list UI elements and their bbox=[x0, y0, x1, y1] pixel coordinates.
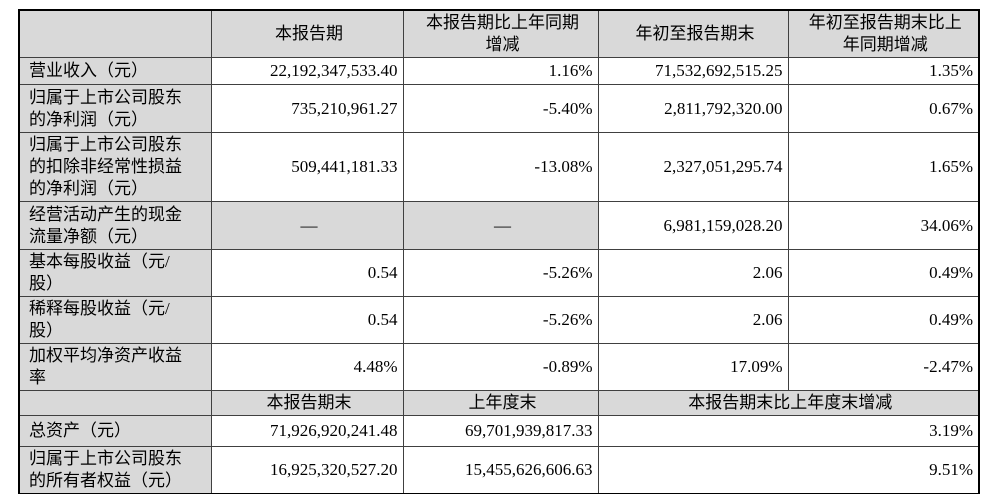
cell-net-profit-excl-current-yoy: -13.08% bbox=[402, 132, 599, 202]
col-header-period-end: 本报告期末 bbox=[210, 390, 404, 416]
cell-diluted-eps-ytd: 2.06 bbox=[597, 296, 789, 344]
row-label-net-profit-excl-nonrecurring: 归属于上市公司股东 的扣除非经常性损益 的净利润（元） bbox=[18, 132, 212, 202]
corner-cell bbox=[18, 9, 212, 58]
table-row-total-assets: 总资产（元） 71,926,920,241.48 69,701,939,817.… bbox=[18, 415, 980, 447]
header-row-period-end: 本报告期末 上年度末 本报告期末比上年度末增减 bbox=[18, 390, 980, 416]
cell-net-profit-excl-ytd: 2,327,051,295.74 bbox=[597, 132, 789, 202]
cell-operating-cash-flow-current: — bbox=[210, 201, 404, 250]
table-row-revenue: 营业收入（元） 22,192,347,533.40 1.16% 71,532,6… bbox=[18, 57, 980, 85]
cell-total-assets-change: 3.19% bbox=[597, 415, 980, 447]
col-header-current-period-yoy-change: 本报告期比上年同期 增减 bbox=[402, 9, 599, 58]
cell-revenue-ytd-yoy: 1.35% bbox=[787, 57, 980, 85]
col-header-current-period: 本报告期 bbox=[210, 9, 404, 58]
cell-net-profit-excl-ytd-yoy: 1.65% bbox=[787, 132, 980, 202]
cell-diluted-eps-ytd-yoy: 0.49% bbox=[787, 296, 980, 344]
cell-diluted-eps-current-yoy: -5.26% bbox=[402, 296, 599, 344]
col-header-ytd: 年初至报告期末 bbox=[597, 9, 789, 58]
cell-revenue-current: 22,192,347,533.40 bbox=[210, 57, 404, 85]
table-row-shareholders-equity: 归属于上市公司股东 的所有者权益（元） 16,925,320,527.20 15… bbox=[18, 446, 980, 494]
row-label-shareholders-equity: 归属于上市公司股东 的所有者权益（元） bbox=[18, 446, 212, 494]
cell-weighted-avg-roe-current-yoy: -0.89% bbox=[402, 343, 599, 391]
cell-net-profit-ytd-yoy: 0.67% bbox=[787, 84, 980, 133]
cell-net-profit-current-yoy: -5.40% bbox=[402, 84, 599, 133]
table-row-weighted-avg-roe: 加权平均净资产收益 率 4.48% -0.89% 17.09% -2.47% bbox=[18, 343, 980, 391]
cell-net-profit-ytd: 2,811,792,320.00 bbox=[597, 84, 789, 133]
row-label-weighted-avg-roe: 加权平均净资产收益 率 bbox=[18, 343, 212, 391]
cell-shareholders-equity-change: 9.51% bbox=[597, 446, 980, 494]
cell-operating-cash-flow-ytd-yoy: 34.06% bbox=[787, 201, 980, 250]
row-label-operating-cash-flow: 经营活动产生的现金 流量净额（元） bbox=[18, 201, 212, 250]
cell-total-assets-period-end: 71,926,920,241.48 bbox=[210, 415, 404, 447]
cell-weighted-avg-roe-ytd: 17.09% bbox=[597, 343, 789, 391]
cell-operating-cash-flow-current-yoy: — bbox=[402, 201, 599, 250]
cell-operating-cash-flow-ytd: 6,981,159,028.20 bbox=[597, 201, 789, 250]
cell-basic-eps-current-yoy: -5.26% bbox=[402, 249, 599, 297]
cell-basic-eps-ytd: 2.06 bbox=[597, 249, 789, 297]
cell-shareholders-equity-prior-year-end: 15,455,626,606.63 bbox=[402, 446, 599, 494]
table-row-net-profit-excl-nonrecurring: 归属于上市公司股东 的扣除非经常性损益 的净利润（元） 509,441,181.… bbox=[18, 132, 980, 202]
row-label-net-profit: 归属于上市公司股东 的净利润（元） bbox=[18, 84, 212, 133]
cell-weighted-avg-roe-current: 4.48% bbox=[210, 343, 404, 391]
cell-diluted-eps-current: 0.54 bbox=[210, 296, 404, 344]
cell-shareholders-equity-period-end: 16,925,320,527.20 bbox=[210, 446, 404, 494]
cell-weighted-avg-roe-ytd-yoy: -2.47% bbox=[787, 343, 980, 391]
cell-revenue-ytd: 71,532,692,515.25 bbox=[597, 57, 789, 85]
corner-cell-2 bbox=[18, 390, 212, 416]
table-row-operating-cash-flow: 经营活动产生的现金 流量净额（元） — — 6,981,159,028.20 3… bbox=[18, 201, 980, 250]
cell-net-profit-current: 735,210,961.27 bbox=[210, 84, 404, 133]
header-row-period: 本报告期 本报告期比上年同期 增减 年初至报告期末 年初至报告期末比上 年同期增… bbox=[18, 9, 980, 58]
row-label-diluted-eps: 稀释每股收益（元/ 股） bbox=[18, 296, 212, 344]
row-label-basic-eps: 基本每股收益（元/ 股） bbox=[18, 249, 212, 297]
row-label-revenue: 营业收入（元） bbox=[18, 57, 212, 85]
cell-basic-eps-ytd-yoy: 0.49% bbox=[787, 249, 980, 297]
cell-total-assets-prior-year-end: 69,701,939,817.33 bbox=[402, 415, 599, 447]
table-row-basic-eps: 基本每股收益（元/ 股） 0.54 -5.26% 2.06 0.49% bbox=[18, 249, 980, 297]
col-header-period-end-change: 本报告期末比上年度末增减 bbox=[597, 390, 980, 416]
cell-basic-eps-current: 0.54 bbox=[210, 249, 404, 297]
row-label-total-assets: 总资产（元） bbox=[18, 415, 212, 447]
table-row-net-profit: 归属于上市公司股东 的净利润（元） 735,210,961.27 -5.40% … bbox=[18, 84, 980, 133]
col-header-ytd-yoy-change: 年初至报告期末比上 年同期增减 bbox=[787, 9, 980, 58]
key-financials-table: 本报告期 本报告期比上年同期 增减 年初至报告期末 年初至报告期末比上 年同期增… bbox=[18, 9, 980, 494]
cell-revenue-current-yoy: 1.16% bbox=[402, 57, 599, 85]
cell-net-profit-excl-current: 509,441,181.33 bbox=[210, 132, 404, 202]
table-row-diluted-eps: 稀释每股收益（元/ 股） 0.54 -5.26% 2.06 0.49% bbox=[18, 296, 980, 344]
col-header-prior-year-end: 上年度末 bbox=[402, 390, 599, 416]
